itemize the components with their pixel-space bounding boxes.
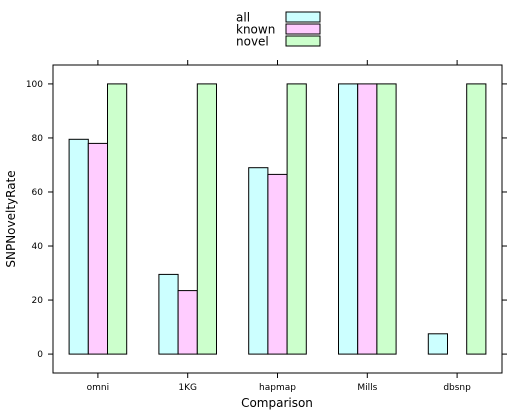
bar-mills-known [357, 83, 378, 355]
bar-1kg-all [158, 273, 179, 355]
bar-omni-novel [107, 83, 128, 355]
legend-swatch-all [285, 11, 321, 23]
y-axis: 0 20 40 60 80 100 [26, 80, 507, 360]
y-tick-label-40: 40 [32, 242, 44, 252]
x-axis-title: Comparison [241, 396, 313, 410]
bar-omni-all [68, 138, 89, 355]
legend-label-novel: novel [236, 35, 269, 49]
x-tick-label-1kg: 1KG [178, 383, 197, 393]
legend-swatch-novel [285, 35, 321, 47]
bar-1kg-known [177, 290, 198, 355]
x-axis: omni 1KG hapmap Mills dbsnp [87, 60, 471, 393]
bar-mills-novel [376, 83, 397, 355]
y-axis-title: SNPNoveltyRate [4, 170, 18, 267]
bar-hapmap-all [248, 167, 269, 355]
bar-dbsnp-all [427, 333, 448, 355]
legend-swatch-known [285, 23, 321, 35]
bars [68, 83, 487, 355]
x-tick-label-hapmap: hapmap [259, 383, 296, 393]
bar-omni-known [87, 142, 109, 355]
legend-label-all: all [236, 11, 250, 25]
y-tick-label-80: 80 [32, 134, 44, 144]
x-tick-label-mills: Mills [357, 383, 377, 393]
y-tick-label-0: 0 [37, 350, 43, 360]
y-tick-label-20: 20 [32, 296, 44, 306]
bar-hapmap-known [267, 173, 288, 355]
x-tick-label-dbsnp: dbsnp [443, 383, 471, 393]
bar-mills-all [338, 83, 359, 355]
y-tick-label-60: 60 [32, 188, 44, 198]
y-tick-label-100: 100 [26, 80, 43, 90]
legend-label-known: known [236, 23, 275, 37]
bar-hapmap-novel [286, 83, 307, 355]
bar-dbsnp-novel [466, 83, 487, 355]
x-tick-label-omni: omni [87, 383, 109, 393]
bar-1kg-novel [196, 83, 218, 355]
